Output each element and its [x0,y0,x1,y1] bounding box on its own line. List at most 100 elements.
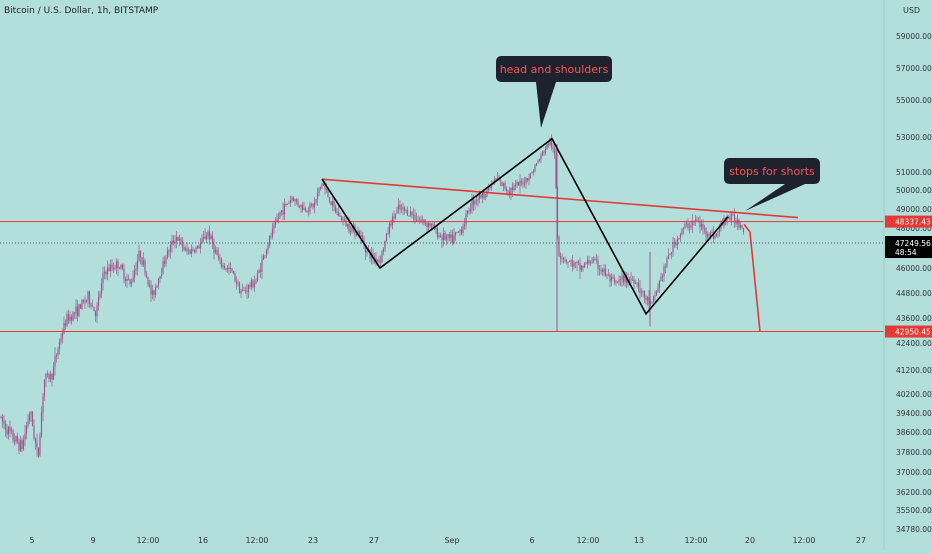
candle-body [57,348,59,356]
candle-body [136,260,139,270]
candle-body [708,234,710,237]
candle-body [429,223,431,226]
price-tick-label: 57000.00 [896,64,932,73]
chart-title: Bitcoin / U.S. Dollar, 1h, BITSTAMP [4,6,159,16]
candle-body [0,416,2,418]
head-and-shoulders-zigzag[interactable] [321,137,729,316]
candle-body [592,259,595,262]
candle-body [538,159,541,162]
head-and-shoulders-callout[interactable]: head and shoulders [496,56,612,128]
candle-body [54,356,56,367]
candle-body [606,274,608,276]
candle-body [214,249,217,253]
candle-body [577,262,580,264]
candle-body [283,204,286,215]
candle-body [192,249,194,251]
candle-body [732,214,734,216]
candle-body [537,161,539,164]
candle-body [256,272,259,281]
candle-body [303,208,305,210]
candle-series [0,134,745,458]
candle-body [190,249,193,254]
candle-body [267,245,269,251]
candle-body [466,210,469,214]
candle-body [217,255,220,259]
candle-body [565,260,568,262]
candle-body [298,205,301,208]
candle-body [382,248,385,252]
candle-body [321,183,323,187]
neckline[interactable] [321,178,799,219]
candle-body [706,234,709,237]
candle-body [82,300,85,302]
projection-path[interactable] [743,223,761,332]
candle-body [237,282,239,284]
price-tick-label: 55000.00 [896,96,932,105]
candle-body [378,259,380,261]
candle-body [238,282,241,294]
candle-body [60,338,62,342]
candle-body [511,187,514,191]
candle-body [3,421,5,424]
candle-body [390,223,392,226]
bar-countdown-label: 48:54 [895,248,917,257]
stops-for-shorts-callout[interactable]: stops for shorts [724,158,820,211]
candle-body [393,216,395,219]
candle-body [135,269,137,271]
candle-body [339,215,341,217]
candle-body [208,231,211,240]
candle-body [391,216,394,226]
candle-body [139,250,142,258]
candle-body [240,291,242,294]
candle-body [375,257,377,262]
candle-body [106,267,109,275]
candle-body [399,204,401,210]
candle-body [633,279,635,284]
candle-body [549,137,551,146]
candle-body [22,439,25,450]
candle-body [21,440,23,450]
time-axis[interactable]: 5 9 12:00 16 12:00 23 27 Sep 6 12:00 13 12:00 20 12:0… [29,536,866,545]
candle-body [445,236,448,240]
candle-body [507,190,509,192]
candle-body [36,442,38,448]
price-axis[interactable]: 59000.00 57000.00 55000.00 53000.00 51000.00… [885,32,932,534]
candle-body [90,303,92,307]
candle-body [295,199,298,202]
candle-body [330,201,332,206]
candle-body [505,188,508,191]
candle-body [615,281,617,283]
candle-body [316,193,319,200]
candle-body [612,277,614,279]
candle-body [397,204,400,210]
candle-body [229,268,232,270]
candle-body [652,296,655,302]
candle-body [631,279,634,281]
candle-body [318,188,320,194]
candle-body [31,411,34,427]
price-tick-label: 50000.00 [896,186,932,195]
candle-body [183,247,185,250]
candle-body [573,262,575,267]
candle-body [87,291,89,300]
candle-body [247,284,250,292]
level-price-label: 48337.43 [895,218,931,227]
time-tick-label: 6 [529,536,534,545]
candle-body [613,278,616,283]
candle-body [465,213,467,225]
candle-body [345,220,347,227]
candle-body [201,238,203,244]
candle-body [175,237,178,242]
candle-body [288,202,290,204]
candle-body [355,234,358,236]
candle-body [498,179,500,181]
candle-body [121,264,124,270]
candle-body [243,290,245,291]
candle-body [40,412,43,436]
candle-body [394,213,397,219]
candle-body [586,260,589,264]
candle-body [219,258,221,260]
